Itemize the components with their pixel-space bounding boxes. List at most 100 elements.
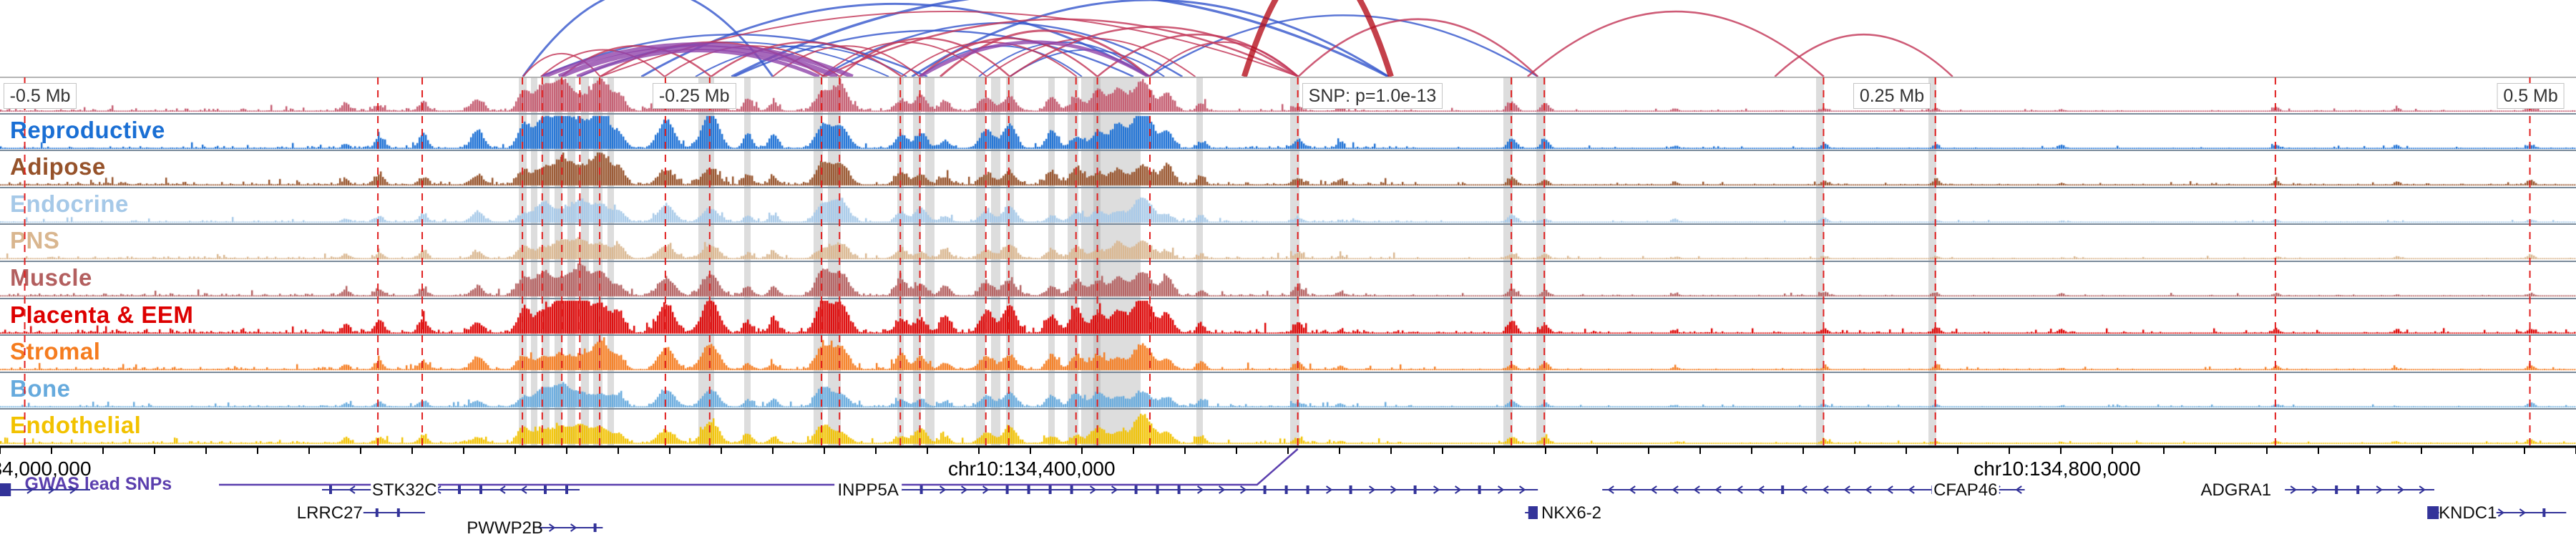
gene-nkx6-2[interactable]: NKX6-2 (1525, 503, 1605, 523)
gene-exon-tick (375, 508, 379, 517)
gene-strand-chevron (1886, 485, 1893, 494)
gene-strand-chevron (1111, 485, 1118, 494)
gene-exon-tick (1134, 485, 1138, 494)
gene-exon-tick (1263, 485, 1267, 494)
gene-strand-chevron (982, 485, 990, 494)
gene-strand-chevron (549, 523, 556, 532)
gene-label-mask (834, 480, 902, 499)
gene-exon-tick (2542, 508, 2546, 517)
gene-label: NKX6-2 (1541, 503, 1601, 523)
track-row-reproductive[interactable]: Reproductive (0, 114, 2576, 152)
gene-strand-chevron (1219, 485, 1226, 494)
track-row-pns[interactable]: PNS (0, 225, 2576, 262)
track-row-endocrine[interactable]: Endocrine (0, 188, 2576, 226)
gene-exon-tick (2335, 485, 2338, 494)
gene-exon-box (0, 483, 11, 496)
gene-exon-tick (593, 523, 597, 532)
track-signal-adipose (0, 151, 2576, 188)
gene-strand-chevron (348, 485, 356, 494)
interaction-arc (1096, 34, 1299, 77)
track-row-bone[interactable]: Bone (0, 372, 2576, 410)
track-label-muscle: Muscle (10, 264, 92, 291)
gene-label: STK32C (372, 480, 437, 500)
gene-strand-chevron (2290, 485, 2297, 494)
interaction-arc (710, 41, 902, 77)
gene-adgra1[interactable]: ADGRA1 (2200, 480, 2434, 500)
track-signal-heart (0, 77, 2576, 113)
gene-label: PWWP2B (467, 518, 543, 537)
gene-exon-tick (1156, 485, 1159, 494)
gene-strand-chevron (1865, 485, 1872, 494)
interaction-arc (557, 44, 839, 77)
track-row-stromal[interactable]: Stromal (0, 336, 2576, 373)
track-signal-endocrine (0, 188, 2576, 224)
track-row-heart[interactable]: Heart (0, 77, 2576, 115)
track-signal-pns (0, 225, 2576, 261)
interaction-arc (986, 37, 1196, 77)
gene-strand-chevron (1326, 485, 1333, 494)
track-signal-bone (0, 372, 2576, 409)
offset-label-0-5-mb: -0.5 Mb (3, 83, 77, 109)
gene-inpp5a[interactable]: INPP5A (834, 480, 1538, 500)
gene-exon-tick (1306, 485, 1309, 494)
track-label-reproductive: Reproductive (10, 116, 165, 143)
gene-strand-chevron (1714, 485, 1722, 494)
track-signal-placenta-eem (0, 299, 2576, 335)
gene-exon-tick (1027, 485, 1030, 494)
gene-strand-chevron (1650, 485, 1657, 494)
gene-exon-tick (479, 485, 482, 494)
gene-cfap46[interactable]: CFAP46 (1602, 480, 2025, 500)
gene-stk32c[interactable]: STK32C (322, 480, 580, 500)
gene-strand-chevron (1390, 485, 1397, 494)
gene-exon-tick (2356, 485, 2360, 494)
gene-strand-chevron (940, 485, 947, 494)
interaction-arc (1526, 10, 1825, 77)
gene-strand-chevron (2015, 485, 2022, 494)
gene-strand-chevron (1693, 485, 1700, 494)
snp-guide-line-layer (24, 77, 2531, 450)
gwas-snp-connector[interactable] (219, 448, 1299, 486)
gene-exon-tick (1048, 485, 1052, 494)
gene-fragment[interactable] (0, 483, 90, 496)
gene-label-mask (1538, 503, 1605, 522)
gene-pwwp2b[interactable]: PWWP2B (467, 518, 603, 537)
gene-strand-chevron (499, 485, 506, 494)
interaction-arc (918, 40, 1150, 77)
gene-exon-box (2427, 506, 2439, 519)
interaction-arc (542, 42, 854, 77)
gene-strand-chevron (1843, 485, 1850, 494)
gene-strand-chevron (1369, 485, 1376, 494)
gene-label-mask (371, 480, 439, 499)
axis-coordinate-label: chr10:134,400,000 (948, 458, 1116, 480)
track-label-adipose: Adipose (10, 153, 106, 180)
interaction-arc (1148, 14, 1538, 77)
interaction-arc (772, 45, 920, 77)
track-row-adipose[interactable]: Adipose (0, 151, 2576, 188)
track-row-muscle[interactable]: Muscle (0, 262, 2576, 299)
gene-exon-tick (1413, 485, 1417, 494)
interaction-arc (1148, 42, 1299, 77)
interaction-arc (824, 18, 1299, 77)
gene-strand-chevron (1607, 485, 1614, 494)
gene-exon-tick (1781, 485, 1785, 494)
gene-strand-chevron (26, 485, 34, 494)
gene-kndc1[interactable]: KNDC1 (2427, 503, 2567, 523)
gene-strand-chevron (2419, 485, 2426, 494)
gene-label-mask (2439, 503, 2497, 522)
gene-strand-chevron (1629, 485, 1636, 494)
gene-exon-tick (1070, 485, 1073, 494)
gene-strand-chevron (2311, 485, 2318, 494)
gene-exon-tick (544, 485, 547, 494)
gene-strand-chevron (2397, 485, 2404, 494)
gene-strand-chevron (1822, 485, 1829, 494)
track-row-placenta-eem[interactable]: Placenta & EEM (0, 299, 2576, 337)
gene-lrrc27[interactable]: LRRC27 (296, 503, 425, 523)
track-label-endocrine: Endocrine (10, 190, 129, 217)
gene-strand-chevron (1736, 485, 1743, 494)
gene-strand-chevron (1197, 485, 1204, 494)
track-signal-endothelial (0, 410, 2576, 446)
interaction-arc (978, 42, 1150, 77)
gene-exon-tick (396, 508, 400, 517)
gene-exon-tick (329, 485, 332, 494)
